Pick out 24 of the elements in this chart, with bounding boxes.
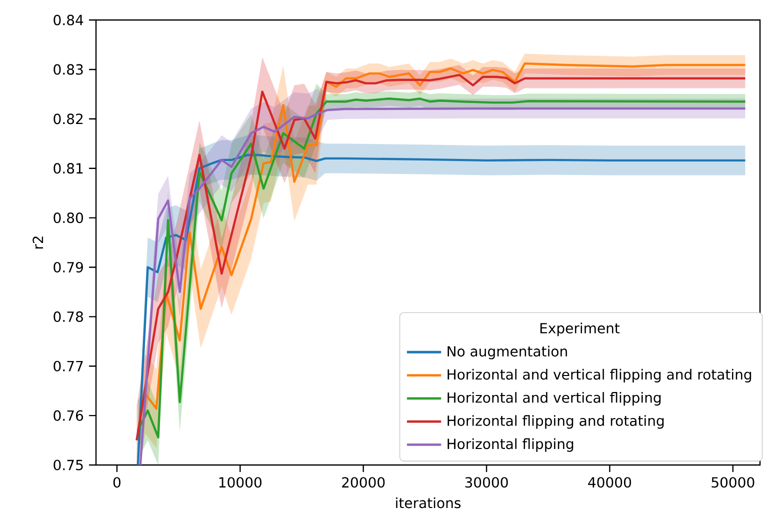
x-tick-label: 30000	[465, 477, 508, 488]
legend-title: Experiment	[540, 322, 620, 336]
y-tick-label: 0.81	[54, 163, 83, 174]
legend-label: Horizontal flipping	[448, 438, 574, 452]
y-tick-label: 0.83	[54, 64, 83, 75]
legend-label: Horizontal and vertical flipping and rotating	[448, 368, 752, 382]
x-tick-label: 20000	[342, 477, 385, 488]
y-tick-label: 0.78	[54, 311, 83, 322]
x-tick-label: 10000	[219, 477, 262, 488]
x-axis-title: iterations	[396, 497, 461, 508]
legend-label: Horizontal and vertical flipping	[448, 392, 661, 406]
x-tick-label: 50000	[712, 477, 754, 488]
y-tick-label: 0.82	[54, 114, 83, 124]
x-tick-label: 0	[113, 477, 120, 488]
y-tick-label: 0.77	[54, 360, 83, 372]
y-tick-label: 0.76	[54, 410, 84, 421]
y-tick-label: 0.80	[54, 212, 83, 224]
legend-label: Horizontal flipping and rotating	[448, 415, 664, 429]
y-axis-title: r2	[32, 236, 44, 249]
legend-label: No augmentation	[448, 346, 567, 360]
y-tick-label: 0.84	[54, 14, 84, 26]
y-tick-label: 0.79	[54, 262, 83, 273]
x-tick-label: 40000	[588, 477, 632, 488]
y-tick-label: 0.75	[54, 460, 83, 470]
